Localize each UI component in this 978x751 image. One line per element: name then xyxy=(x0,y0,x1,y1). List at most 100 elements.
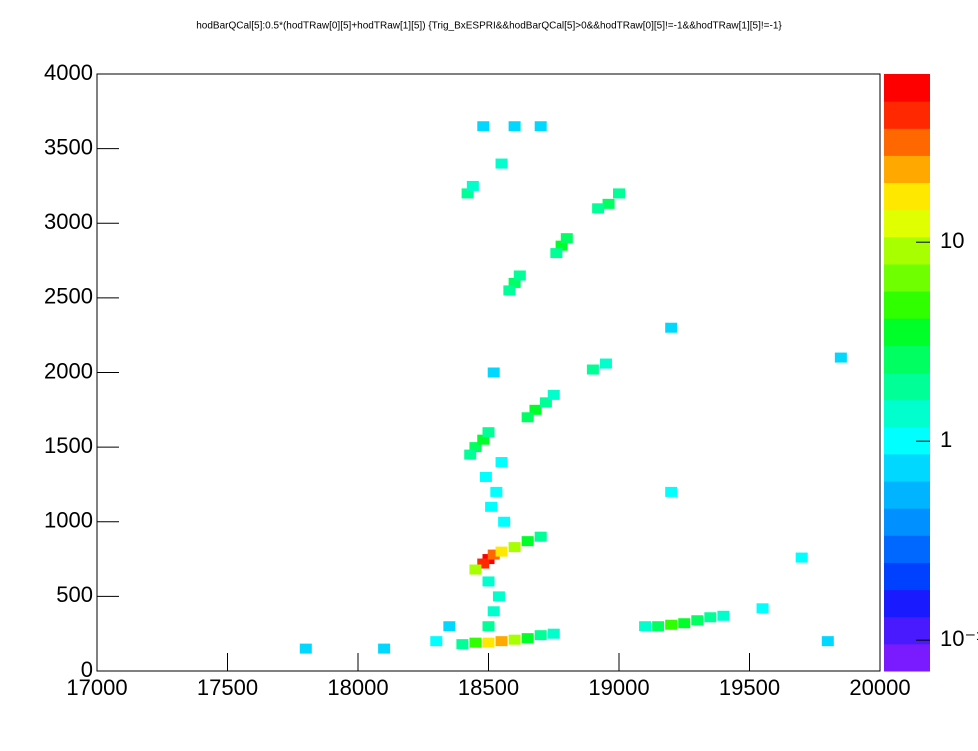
palette-band xyxy=(884,209,930,238)
cell xyxy=(464,449,477,460)
cell xyxy=(466,180,479,191)
cell xyxy=(652,621,665,632)
x-tick-label: 20000 xyxy=(849,675,910,700)
cell xyxy=(495,636,508,647)
cell xyxy=(665,486,678,497)
cell xyxy=(529,404,542,415)
cell xyxy=(299,643,312,654)
cell xyxy=(521,536,534,547)
y-tick-label: 0 xyxy=(81,657,93,682)
cell xyxy=(487,549,500,560)
cell xyxy=(521,412,534,423)
cell xyxy=(834,352,847,363)
cell xyxy=(592,203,605,214)
cell xyxy=(495,158,508,169)
cell xyxy=(461,188,474,199)
cell xyxy=(550,248,563,259)
cell xyxy=(495,546,508,557)
palette-band xyxy=(884,155,930,184)
cell xyxy=(547,389,560,400)
cell xyxy=(665,322,678,333)
y-tick-label: 2000 xyxy=(44,358,93,383)
cell xyxy=(456,639,469,650)
cell xyxy=(560,233,573,244)
cell xyxy=(508,542,521,553)
palette-band xyxy=(884,535,930,563)
y-tick-label: 1500 xyxy=(44,433,93,458)
cell xyxy=(482,427,495,438)
cell xyxy=(430,636,443,647)
palette-band xyxy=(884,508,930,536)
palette-band xyxy=(884,562,930,591)
y-tick-label: 2500 xyxy=(44,284,93,309)
cell xyxy=(821,636,834,647)
cell xyxy=(487,367,500,378)
y-tick-label: 4000 xyxy=(44,60,93,85)
x-tick-label: 19000 xyxy=(588,675,649,700)
cell xyxy=(508,277,521,288)
palette-band xyxy=(884,399,930,428)
cell xyxy=(443,621,456,632)
cell xyxy=(678,618,691,629)
palette-band xyxy=(884,372,930,401)
cell xyxy=(492,591,505,602)
cell xyxy=(482,621,495,632)
z-tick-label: 1 xyxy=(940,427,952,452)
palette-band xyxy=(884,128,930,156)
cell xyxy=(490,486,503,497)
cell xyxy=(704,612,717,623)
cell xyxy=(477,434,490,445)
cell xyxy=(521,633,534,644)
cell xyxy=(482,637,495,648)
y-tick-label: 500 xyxy=(56,582,93,607)
palette-band xyxy=(884,318,930,346)
cell xyxy=(495,457,508,468)
cell xyxy=(555,240,568,251)
cell xyxy=(534,630,547,641)
cell xyxy=(665,619,678,630)
palette-band xyxy=(884,182,930,211)
chart-title: hodBarQCal[5]:0.5*(hodTRaw[0][5]+hodTRaw… xyxy=(196,21,782,32)
cell xyxy=(469,442,482,453)
x-tick-label: 19500 xyxy=(719,675,780,700)
cell xyxy=(503,285,516,296)
palette-band xyxy=(884,74,930,102)
palette-band xyxy=(884,101,930,129)
palette-band xyxy=(884,426,930,455)
cell xyxy=(717,610,730,621)
cell xyxy=(513,270,526,281)
cell xyxy=(469,637,482,648)
cell xyxy=(691,615,704,626)
cell xyxy=(602,198,615,209)
cell xyxy=(469,564,482,575)
palette-band xyxy=(884,236,930,265)
x-tick-label: 17000 xyxy=(66,675,127,700)
cell xyxy=(477,558,490,569)
cell xyxy=(756,603,769,614)
cell xyxy=(534,531,547,542)
cell xyxy=(508,121,521,132)
palette-band xyxy=(884,263,930,292)
palette-band xyxy=(884,291,930,319)
palette-band xyxy=(884,345,930,373)
cell xyxy=(599,358,612,369)
palette-band xyxy=(884,453,930,482)
z-tick-label: 10 xyxy=(940,228,964,253)
cell xyxy=(795,552,808,563)
cell xyxy=(477,121,490,132)
palette-band xyxy=(884,643,930,672)
z-tick-label: 10⁻¹ xyxy=(940,626,978,651)
cell xyxy=(639,621,652,632)
cell xyxy=(547,628,560,639)
x-tick-label: 17500 xyxy=(197,675,258,700)
x-tick-label: 18500 xyxy=(458,675,519,700)
cell xyxy=(534,121,547,132)
y-tick-label: 3000 xyxy=(44,209,93,234)
cell xyxy=(479,471,492,482)
cell xyxy=(539,397,552,408)
cell xyxy=(482,576,495,587)
cell xyxy=(613,188,625,199)
y-tick-label: 3500 xyxy=(44,134,93,159)
cell xyxy=(487,606,500,617)
